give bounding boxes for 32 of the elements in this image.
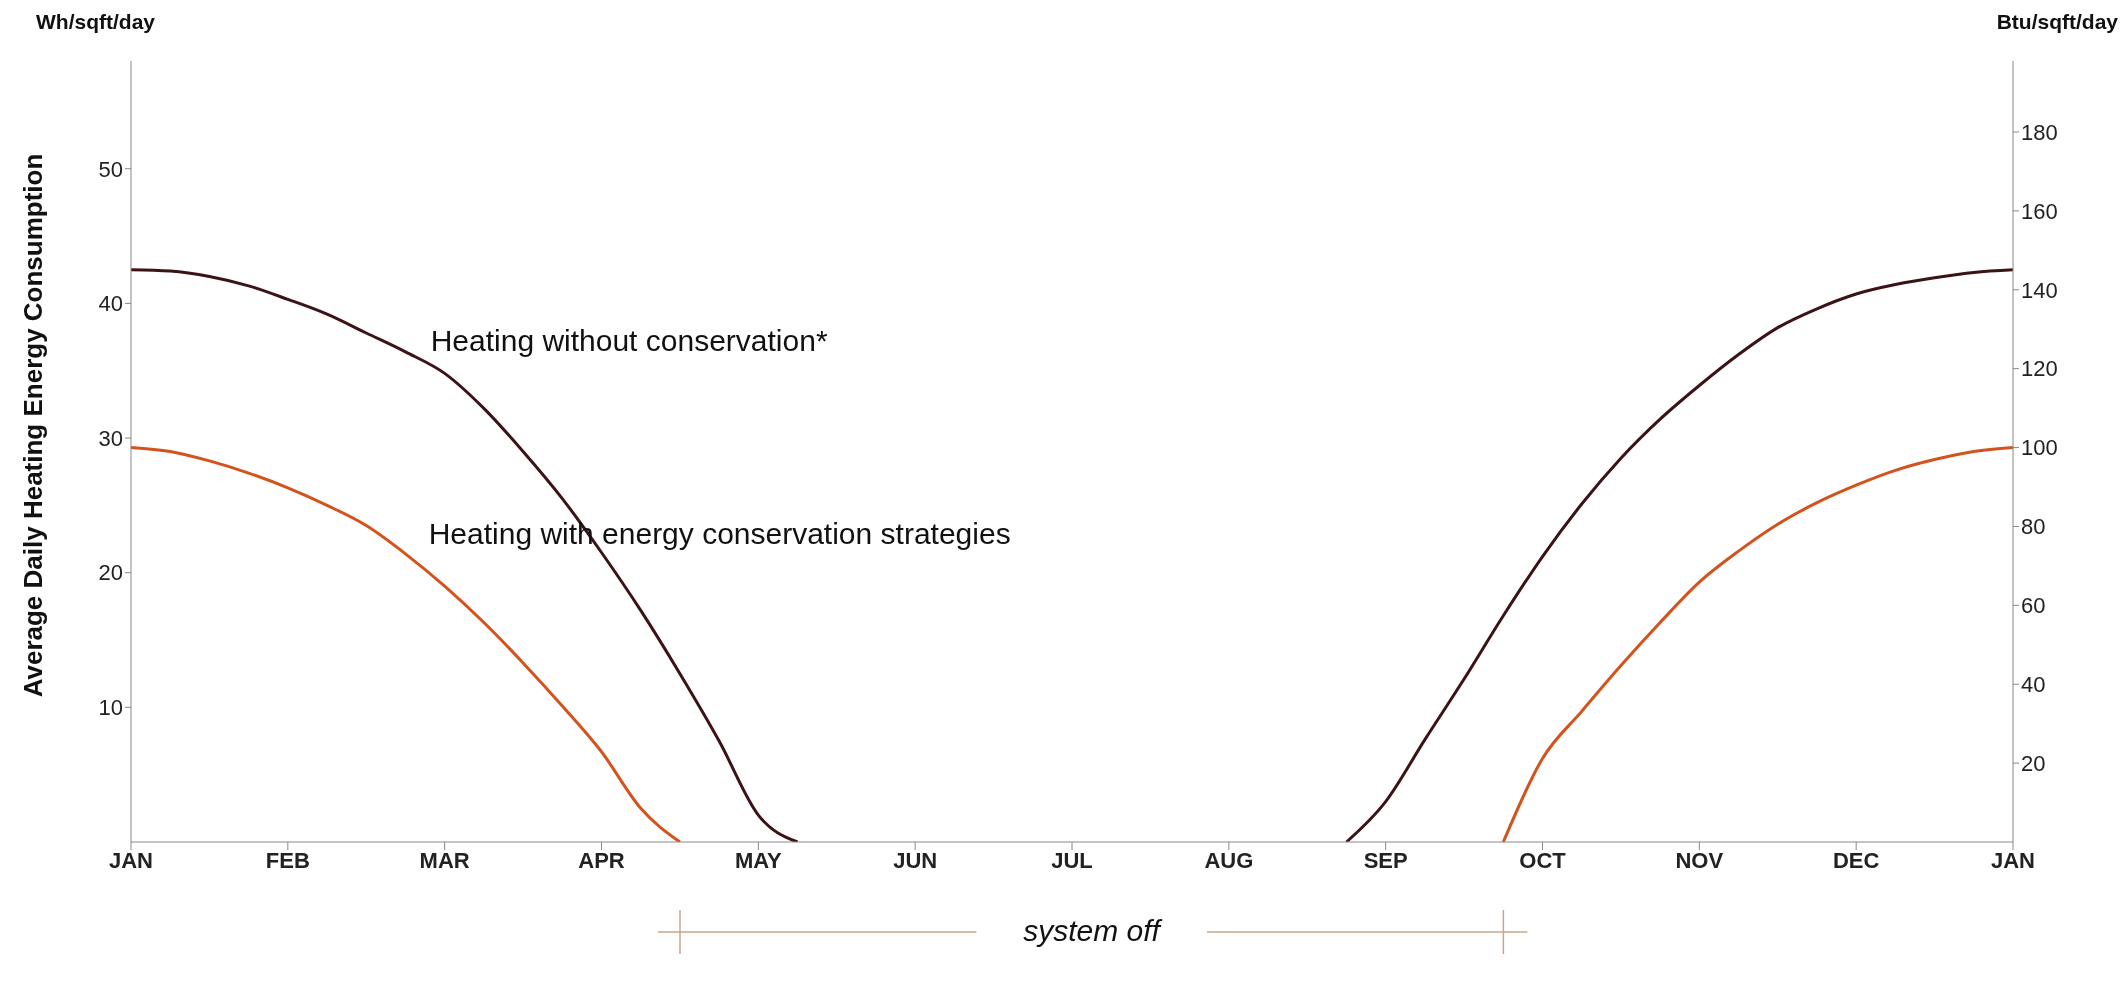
x-tick-label: JAN: [1990, 847, 2036, 873]
y2-tick-label: 140: [2021, 277, 2058, 303]
x-tick-label: OCT: [1519, 847, 1567, 873]
x-tick-label: MAR: [419, 847, 470, 873]
y2-tick-label: 40: [2021, 672, 2046, 698]
y2-tick-label: 120: [2021, 356, 2058, 382]
y-tick-label: 40: [98, 291, 123, 317]
x-tick-label: APR: [578, 847, 625, 873]
y2-axis-title: Btu/sqft/day: [1996, 10, 2118, 34]
x-tick-label: SEP: [1363, 847, 1408, 873]
y2-tick-label: 100: [2021, 435, 2058, 461]
x-tick-label: JAN: [108, 847, 154, 873]
y-tick-label: 30: [98, 425, 123, 451]
y2-tick-label: 20: [2021, 750, 2046, 776]
y2-tick-label: 80: [2021, 514, 2046, 540]
y-axis-title: Average Daily Heating Energy Consumption: [18, 153, 50, 697]
text: system off: [1022, 914, 1164, 948]
text: Wh/sqft/day: [36, 10, 155, 34]
y2-tick-label: 180: [2021, 119, 2058, 145]
x-tick-label: FEB: [265, 847, 310, 873]
x-tick-label: AUG: [1204, 847, 1254, 873]
y2-tick-label: 160: [2021, 198, 2058, 224]
y-tick-label: 50: [98, 156, 123, 182]
x-tick-label: DEC: [1832, 847, 1880, 873]
x-tick-label: JUN: [893, 847, 938, 873]
y-tick-label: 20: [98, 560, 123, 586]
x-tick-label: MAY: [734, 847, 783, 873]
series-label: Heating without conservation*: [430, 324, 828, 358]
x-tick-label: NOV: [1675, 847, 1724, 873]
y-tick-label: 10: [98, 695, 123, 721]
x-tick-label: JUL: [1051, 847, 1093, 873]
y2-tick-label: 60: [2021, 593, 2046, 619]
